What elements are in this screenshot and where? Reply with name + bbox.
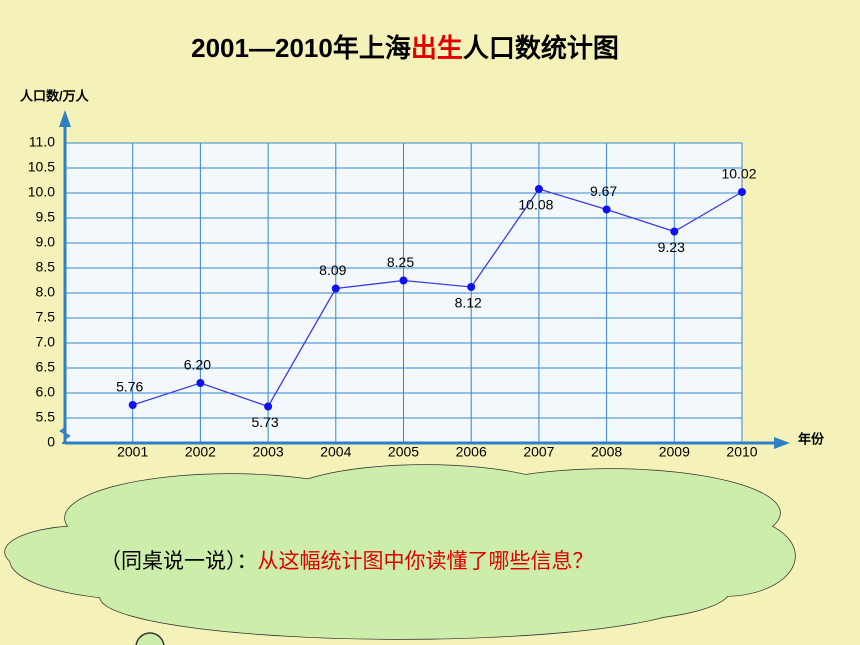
y-tick-label: 7.5 — [36, 309, 56, 325]
data-point — [196, 379, 205, 387]
data-label: 9.67 — [590, 183, 617, 199]
data-label: 8.09 — [319, 262, 346, 278]
data-point — [670, 227, 679, 236]
y-tick-label: 11.0 — [29, 134, 55, 150]
data-line — [132, 188, 743, 408]
data-label: 6.20 — [184, 357, 211, 373]
data-label: 5.76 — [116, 379, 143, 395]
y-tick-label: 9.0 — [36, 234, 56, 250]
y-tick-label: 6.0 — [36, 384, 56, 400]
data-label: 10.08 — [518, 197, 553, 213]
y-tick-label: 5.5 — [36, 409, 56, 425]
y-tick-label: 9.5 — [36, 209, 56, 225]
data-label: 8.12 — [455, 295, 482, 311]
data-point — [467, 283, 476, 291]
prompt-label: （同桌说一说）： — [100, 550, 258, 573]
x-tick-label: 2008 — [591, 444, 622, 460]
bubble — [135, 632, 165, 645]
data-point — [602, 205, 611, 214]
x-axis-arrow — [774, 437, 790, 449]
y-axis-label: 人口数/万人 — [20, 88, 90, 103]
data-point — [399, 276, 408, 285]
y-tick-label: 6.5 — [36, 359, 56, 375]
x-axis-label: 年份 — [798, 431, 825, 446]
x-tick-label: 2005 — [388, 444, 419, 460]
data-point — [264, 402, 273, 411]
y-axis-arrow — [59, 110, 71, 127]
y-tick-label: 10.0 — [28, 184, 55, 200]
x-tick-label: 2004 — [320, 444, 351, 460]
cloud-fill — [100, 495, 500, 595]
y-tick-label: 0 — [47, 434, 55, 450]
speech-cloud — [4, 464, 796, 645]
y-tick-label: 10.5 — [28, 159, 55, 175]
prompt-question: 从这幅统计图中你读懂了哪些信息？ — [258, 550, 594, 573]
x-tick-label: 2001 — [117, 444, 148, 460]
chart-title: 2001—2010年上海出生人口数统计图 — [191, 33, 619, 63]
x-tick-label: 2009 — [659, 444, 690, 460]
data-point — [534, 185, 543, 193]
x-tick-label: 2007 — [523, 444, 554, 460]
y-tick-label: 7.0 — [36, 334, 56, 350]
y-tick-label: 8.0 — [36, 284, 56, 300]
data-label: 10.02 — [721, 166, 756, 182]
data-label: 9.23 — [658, 239, 685, 255]
axis-break — [59, 427, 71, 440]
data-label: 8.25 — [387, 254, 414, 270]
x-tick-label: 2002 — [185, 444, 216, 460]
data-point — [738, 188, 746, 196]
x-tick-label: 2010 — [726, 444, 757, 460]
data-point — [128, 401, 137, 409]
x-tick-label: 2003 — [253, 444, 284, 460]
data-label: 5.73 — [251, 414, 278, 430]
prompt: （同桌说一说）：从这幅统计图中你读懂了哪些信息？ — [100, 550, 594, 573]
y-tick-label: 8.5 — [36, 259, 56, 275]
data-point — [331, 284, 340, 293]
x-tick-label: 2006 — [456, 444, 487, 460]
